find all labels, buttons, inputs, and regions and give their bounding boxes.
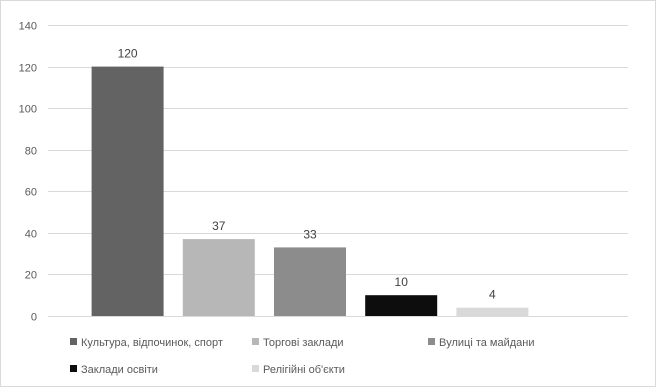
y-tick-label: 40 [25,229,37,241]
legend-swatch [252,365,259,372]
y-tick-label: 20 [25,270,37,282]
legend-swatch [70,365,77,372]
legend: Культура, відпочинок, спорт Торгові закла… [70,337,535,376]
legend-swatch [70,338,77,345]
legend-swatch [252,338,259,345]
y-tick-label: 80 [25,146,37,158]
y-tick-label: 0 [31,312,37,324]
data-label: 37 [212,219,226,233]
data-label: 10 [395,275,409,289]
legend-label: Вулиці та майдани [439,337,535,349]
legend-swatch [428,338,435,345]
y-axis-ticks: 0 20 40 60 80 100 120 140 [19,21,37,324]
data-label: 33 [303,227,317,241]
bar [91,66,164,316]
y-tick-label: 60 [25,187,37,199]
legend-label: Заклади освіти [81,364,158,376]
y-tick-label: 140 [19,21,37,33]
data-labels: 120 37 33 10 4 [118,47,496,302]
bar [365,295,438,316]
data-label: 4 [489,288,496,302]
legend-label: Релігійні об'єкти [263,364,345,376]
bar [456,307,529,316]
legend-label: Культура, відпочинок, спорт [81,337,223,349]
bars [91,66,529,316]
bar [182,239,255,316]
data-label: 120 [118,47,138,61]
bar [274,247,346,316]
y-tick-label: 100 [19,104,37,116]
y-tick-label: 120 [19,63,37,75]
legend-label: Торгові заклади [263,337,344,349]
